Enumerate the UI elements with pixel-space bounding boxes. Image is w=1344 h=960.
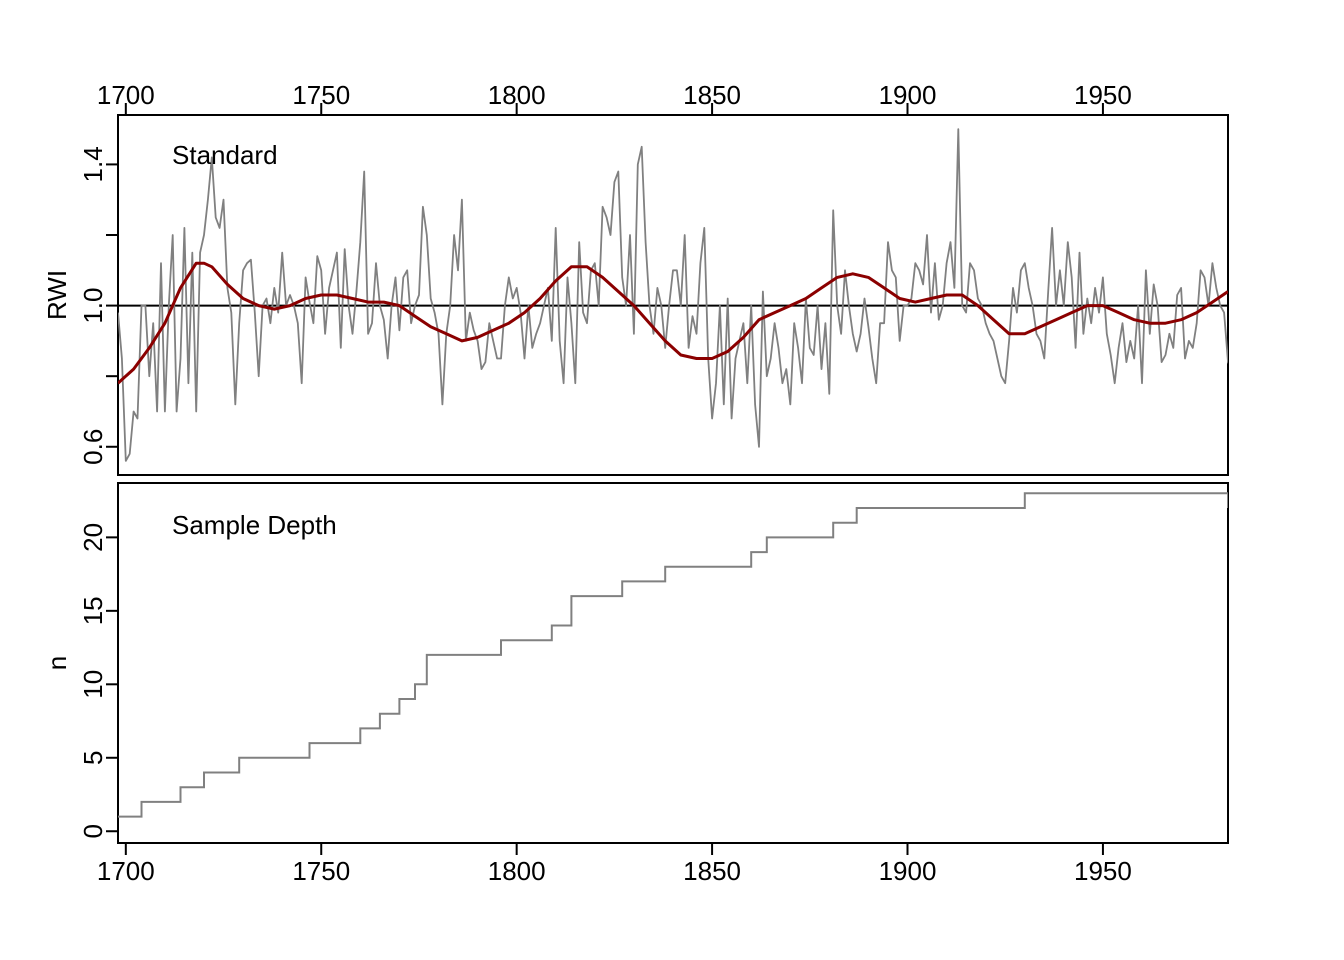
rwi-series-line bbox=[118, 128, 1228, 462]
bottom-x-axis: 1700 1750 1800 1850 1900 1950 bbox=[97, 843, 1132, 886]
rwi-series-group bbox=[118, 128, 1228, 462]
y-tick-label: 0 bbox=[78, 824, 108, 838]
rwi-panel-frame bbox=[117, 114, 1229, 476]
sample-depth-series-group bbox=[118, 492, 1228, 818]
x-tick-label: 1800 bbox=[488, 856, 546, 886]
x-tick-label: 1850 bbox=[683, 856, 741, 886]
x-tick-label: 1900 bbox=[879, 80, 937, 110]
x-tick-label: 1750 bbox=[292, 856, 350, 886]
x-tick-label: 1700 bbox=[97, 80, 155, 110]
x-tick-label: 1700 bbox=[97, 856, 155, 886]
top-x-axis: 1700 1750 1800 1850 1900 1950 bbox=[97, 80, 1132, 115]
rwi-y-axis: 0.6 1.0 1.4 bbox=[78, 146, 118, 465]
sample-depth-step-line bbox=[118, 492, 1228, 818]
y-tick-label: 10 bbox=[78, 670, 108, 699]
y-tick-label: 20 bbox=[78, 523, 108, 552]
x-tick-label: 1900 bbox=[879, 856, 937, 886]
rwi-panel-label: Standard bbox=[172, 140, 278, 170]
x-tick-label: 1950 bbox=[1074, 856, 1132, 886]
x-tick-label: 1800 bbox=[488, 80, 546, 110]
sample-depth-panel-label: Sample Depth bbox=[172, 510, 337, 540]
rwi-smoothed-line bbox=[118, 261, 1228, 385]
y-tick-label: 1.0 bbox=[78, 288, 108, 324]
y-tick-label: 5 bbox=[78, 751, 108, 765]
sample-depth-panel-frame bbox=[117, 482, 1229, 844]
sample-depth-panel: 1700 1750 1800 1850 1900 1950 0 5 10 15 20 Sample… bbox=[42, 482, 1229, 886]
y-tick-label: 15 bbox=[78, 596, 108, 625]
rwi-panel: 1700 1750 1800 1850 1900 1950 0.6 1.0 1.4 Stand… bbox=[42, 80, 1229, 476]
x-tick-label: 1950 bbox=[1074, 80, 1132, 110]
sample-depth-y-axis: 0 5 10 15 20 bbox=[78, 523, 118, 838]
rwi-y-axis-title: RWI bbox=[42, 270, 72, 320]
x-tick-label: 1750 bbox=[292, 80, 350, 110]
sample-depth-y-axis-title: n bbox=[42, 656, 72, 670]
y-tick-label: 0.6 bbox=[78, 429, 108, 465]
y-tick-label: 1.4 bbox=[78, 146, 108, 182]
x-tick-label: 1850 bbox=[683, 80, 741, 110]
